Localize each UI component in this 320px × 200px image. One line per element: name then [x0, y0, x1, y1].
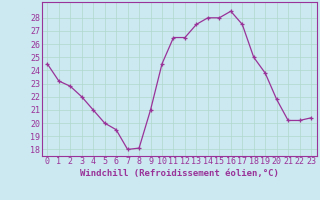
- X-axis label: Windchill (Refroidissement éolien,°C): Windchill (Refroidissement éolien,°C): [80, 169, 279, 178]
